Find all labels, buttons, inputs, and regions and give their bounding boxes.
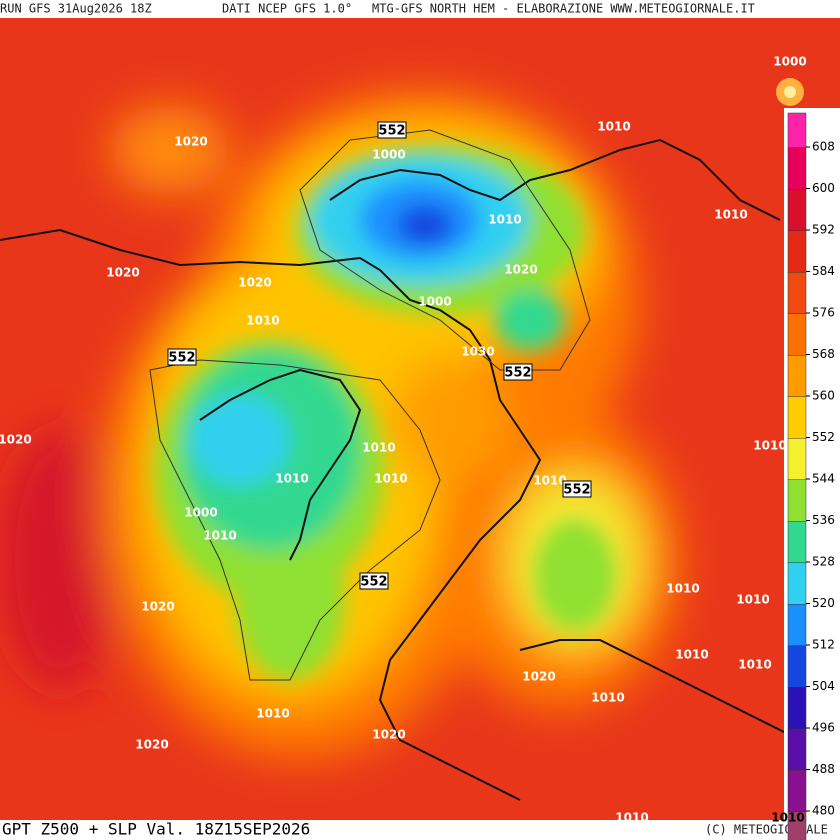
colorbar-label: 504 [812, 679, 835, 693]
isobar-label: 1010 [246, 314, 279, 328]
colorbar-band [787, 396, 807, 439]
contour-552 [149, 359, 441, 681]
isobar-label: 1010 [256, 707, 289, 721]
colorbar-band [787, 645, 807, 688]
isobar-label: 1000 [372, 148, 405, 162]
colorbar-band [787, 562, 807, 605]
isobar-label: 1010 [591, 691, 624, 705]
colorbar-label: 520 [812, 596, 835, 610]
footer-bar [0, 820, 840, 840]
isobar-label: 1010 [615, 811, 648, 825]
contour-label: 552 [563, 483, 590, 498]
colorbar-band [787, 230, 807, 273]
isobar-label: 1010 [275, 472, 308, 486]
colorbar-label: 512 [812, 638, 835, 652]
header-source: DATI NCEP GFS 1.0° [222, 2, 352, 16]
isobar-label: 1020 [141, 600, 174, 614]
colorbar-band [787, 687, 807, 729]
colorbar-band [787, 811, 807, 840]
contour-label: 552 [504, 366, 531, 381]
colorbar-label: 592 [812, 223, 835, 237]
colorbar-label: 496 [812, 721, 835, 735]
colorbar-band [787, 728, 807, 771]
contour-label: 552 [360, 575, 387, 590]
colorbar-label: 608 [812, 140, 835, 154]
colorbar-label: 544 [812, 472, 835, 486]
header-run: RUN GFS 31Aug2026 18Z [0, 2, 152, 16]
contour-label-box [359, 572, 389, 590]
footer-title: GPT Z500 + SLP Val. 18Z15SEP2026 [2, 820, 310, 839]
header-product: MTG-GFS NORTH HEM - ELABORAZIONE WWW.MET… [372, 2, 755, 16]
isobar-label: 1010 [738, 658, 771, 672]
colorbar-label: 584 [812, 264, 835, 278]
header-bar [0, 0, 840, 18]
colorbar-label: 552 [812, 430, 835, 444]
isobar-label: 1010 [533, 474, 566, 488]
isobar-label: 1030 [461, 345, 494, 359]
map-labels: 1000 552 1020 1000 1010 1010 1010 1020 1020 1020 1… [0, 55, 807, 825]
colorbar-label: 488 [812, 762, 835, 776]
isobar-label: 1020 [106, 266, 139, 280]
contour-label-box [167, 348, 197, 366]
colorbar-label: 576 [812, 306, 835, 320]
isobar-label: 1010 [597, 120, 630, 134]
colorbar-band [787, 272, 807, 314]
map-field [0, 18, 840, 820]
isobar-label: 1010 [675, 648, 708, 662]
isobar-label: 1010 [666, 582, 699, 596]
contour-label-box [503, 363, 533, 381]
isobar-label: 1000 [773, 55, 806, 69]
colorbar-label: 568 [812, 347, 835, 361]
isobar-label: 1000 [418, 295, 451, 309]
colorbar-band [787, 479, 807, 522]
isobar-label: 1020 [522, 670, 555, 684]
isobar-label: 1020 [0, 433, 32, 447]
isobar-label: 1020 [372, 728, 405, 742]
colorbar-label: 480 [812, 804, 835, 818]
colorbar: 608 600 592 584 576 568 560 552 544 536 528 520 512 5… [787, 112, 835, 840]
colorbar-band [787, 438, 807, 480]
colorbar-label: 528 [812, 555, 835, 569]
contour-label-box [562, 480, 592, 498]
isobar-label: 1000 [184, 506, 217, 520]
colorbar-band [787, 355, 807, 397]
isobar-label: 1010 [374, 472, 407, 486]
isobar-label: 1020 [504, 263, 537, 277]
isobar-label: 1010 [736, 593, 769, 607]
footer-credit: (C) METEOGIORNALE [705, 823, 828, 837]
colorbar-band [787, 604, 807, 646]
isobar-label: 1010 [753, 439, 786, 453]
isobar-label: 1020 [135, 738, 168, 752]
isobar-label: 1020 [238, 276, 271, 290]
colorbar-label: 600 [812, 181, 835, 195]
coastlines [0, 138, 801, 801]
isobar-label: 1010 [203, 529, 236, 543]
isobar-label: 1010 [488, 213, 521, 227]
contour-label-box [377, 121, 407, 139]
colorbar-band [787, 112, 807, 148]
contour-label: 552 [168, 351, 195, 366]
colorbar-band [787, 313, 807, 356]
colorbar-label: 560 [812, 389, 835, 403]
contour-label: 552 [378, 124, 405, 139]
isobar-label: 1010 [714, 208, 747, 222]
isobar-label: 1020 [174, 135, 207, 149]
isobar-label: 1010 [771, 811, 804, 825]
colorbar-band [787, 147, 807, 190]
contour-552 [299, 129, 591, 371]
colorbar-band [787, 521, 807, 563]
colorbar-label: 536 [812, 513, 835, 527]
isobar-label: 1010 [362, 441, 395, 455]
colorbar-band [787, 770, 807, 812]
colorbar-band [787, 189, 807, 231]
